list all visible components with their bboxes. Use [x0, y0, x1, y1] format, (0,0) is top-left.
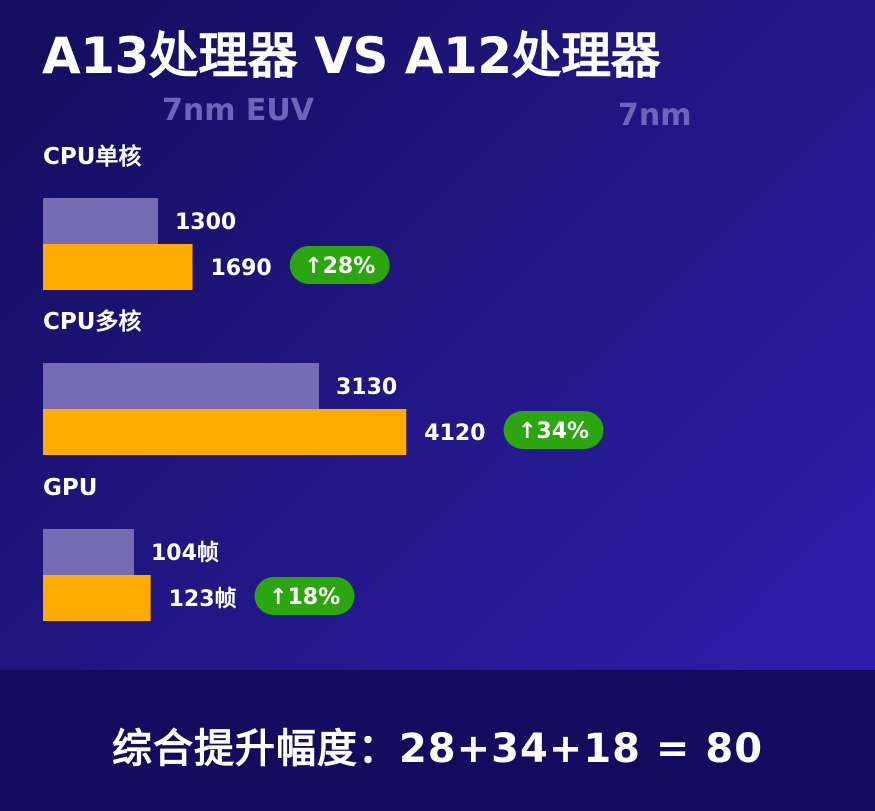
bar-chart: CPU单核 1300 1690 ↑28% CPU多核 3130 4120 ↑34% GPU 104… [43, 143, 604, 621]
chart-title: A13处理器 VS A12处理器 [42, 27, 661, 85]
summary-bar: 综合提升幅度：28+34+18 = 80 [0, 670, 875, 811]
group-label: CPU单核 [43, 143, 141, 170]
increase-badge [503, 411, 604, 449]
a12-value-label: 104帧 [151, 541, 219, 566]
summary-text: 综合提升幅度：28+34+18 = 80 [111, 726, 764, 772]
a13-process-label: 7nm EUV [162, 93, 315, 128]
a12-value-label: 3130 [336, 375, 397, 400]
a13-value-label: 1690 [211, 256, 272, 281]
increase-badge-label: ↑18% [269, 585, 340, 610]
a13-value-label: 4120 [424, 421, 485, 446]
increase-badge [289, 246, 390, 284]
increase-badge-label: ↑28% [304, 254, 375, 279]
a12-value-label: 1300 [175, 210, 236, 235]
a13-value-label: 123帧 [169, 587, 237, 612]
group-label: GPU [43, 475, 97, 501]
a12-bar [43, 363, 319, 409]
a12-process-label: 7nm [618, 98, 692, 133]
group-label: CPU多核 [43, 308, 141, 335]
a13-bar [43, 409, 407, 455]
a13-bar [43, 244, 193, 290]
background [0, 0, 875, 670]
a13-bar [43, 575, 151, 621]
increase-badge [254, 577, 355, 615]
a12-bar [43, 198, 158, 244]
a12-bar [43, 529, 134, 575]
increase-badge-label: ↑34% [518, 419, 589, 444]
